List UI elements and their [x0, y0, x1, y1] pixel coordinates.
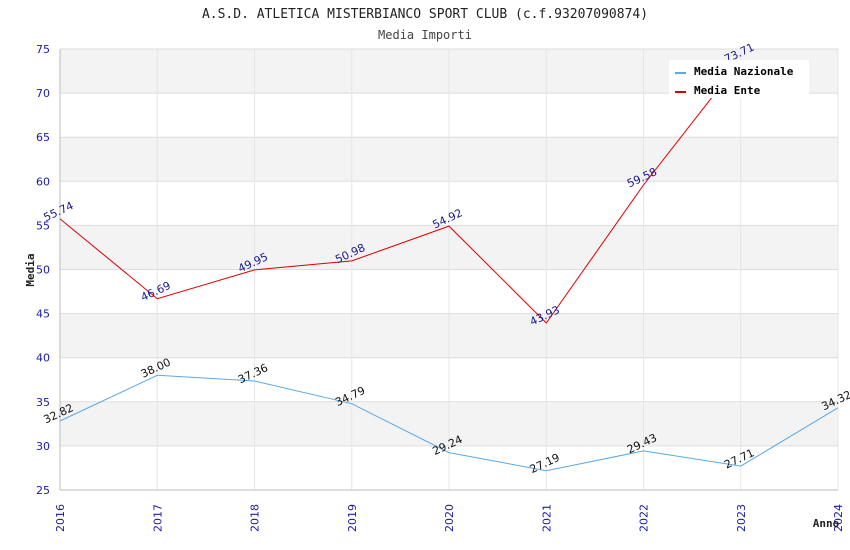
legend-label-media-ente: Media Ente — [694, 84, 761, 97]
y-tick-label: 30 — [36, 440, 50, 453]
series-line-0 — [59, 374, 839, 472]
y-tick-label: 75 — [36, 43, 50, 56]
y-tick-label: 25 — [36, 484, 50, 497]
x-tick-label: 2016 — [54, 504, 67, 532]
x-axis-ticks: 2016 2017 2018 2019 2020 2021 2022 2023 2024 — [54, 504, 845, 532]
x-tick-label: 2018 — [249, 504, 262, 532]
y-tick-label: 45 — [36, 308, 50, 321]
y-tick-label: 55 — [36, 219, 50, 232]
legend-label-media-nazionale: Media Nazionale — [694, 65, 794, 78]
x-tick-label: 2023 — [735, 504, 748, 532]
x-tick-label: 2019 — [346, 504, 359, 532]
y-tick-label: 60 — [36, 175, 50, 188]
x-tick-label: 2021 — [540, 504, 553, 532]
y-tick-label: 40 — [36, 352, 50, 365]
x-tick-label: 2017 — [151, 504, 164, 532]
axes — [59, 49, 838, 491]
y-axis-label: Media — [24, 253, 37, 286]
y-tick-label: 50 — [36, 264, 50, 277]
series-line-1 — [59, 60, 742, 324]
x-axis-label: Anno — [813, 517, 840, 530]
y-axis-ticks: 25 30 35 40 45 50 55 60 65 70 75 — [36, 43, 50, 497]
x-tick-label: 2022 — [638, 504, 651, 532]
chart-subtitle: Media Importi — [378, 28, 472, 42]
y-tick-label: 35 — [36, 396, 50, 409]
y-tick-label: 70 — [36, 87, 50, 100]
x-tick-label: 2020 — [443, 504, 456, 532]
chart-title: A.S.D. ATLETICA MISTERBIANCO SPORT CLUB … — [202, 7, 648, 22]
y-tick-label: 65 — [36, 131, 50, 144]
legend-box — [669, 60, 809, 98]
x-tick-label: 2024 — [832, 504, 845, 532]
legend: Media Nazionale Media Ente — [669, 60, 809, 98]
